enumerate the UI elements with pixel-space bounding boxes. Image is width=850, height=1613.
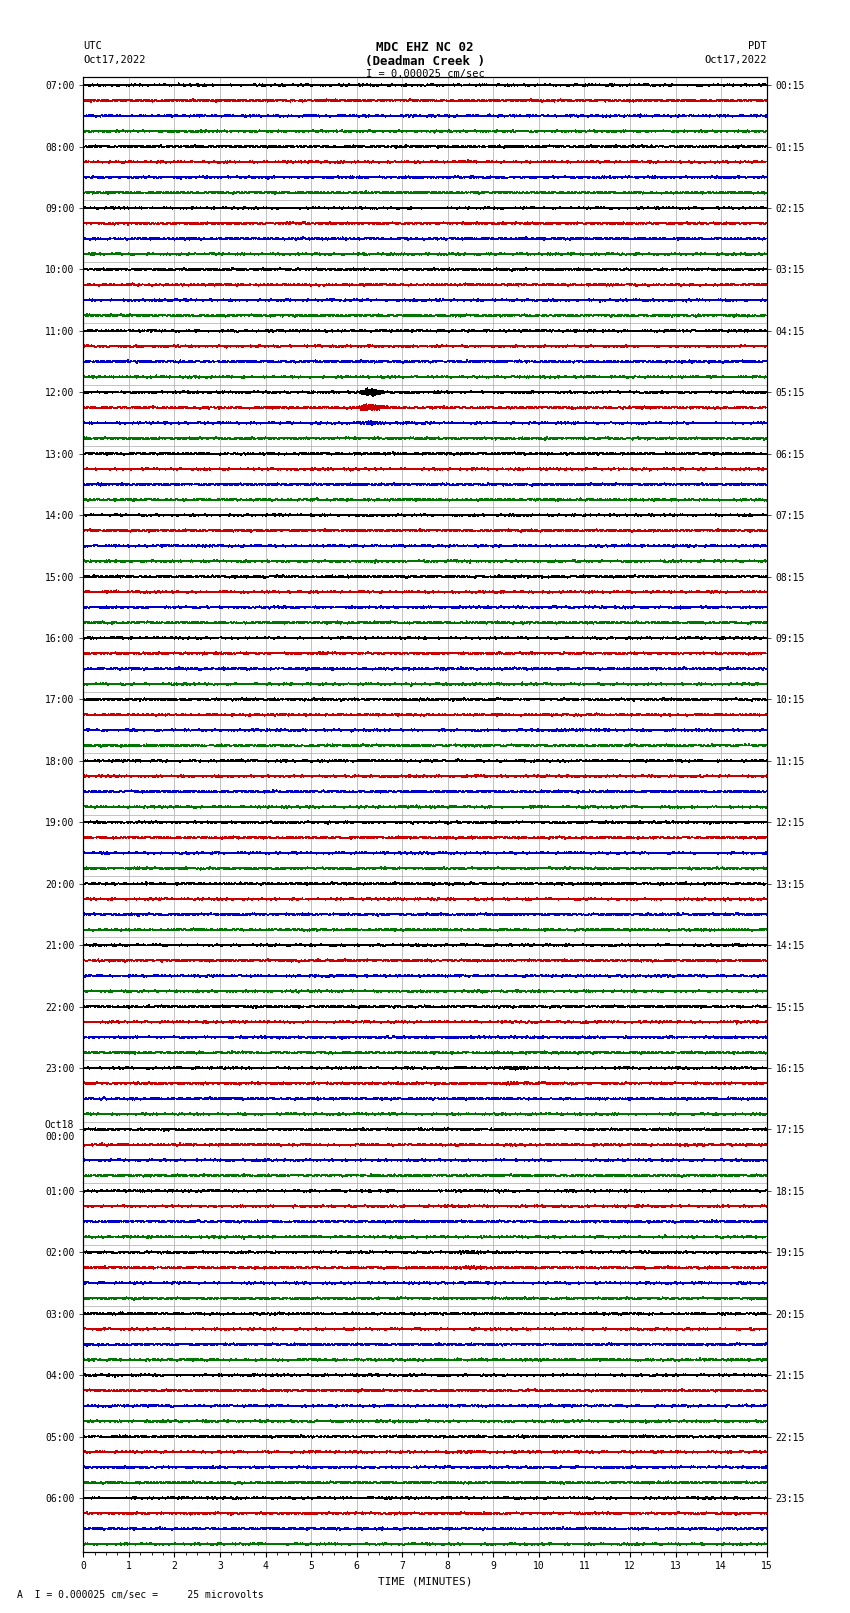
- Text: A  I = 0.000025 cm/sec =     25 microvolts: A I = 0.000025 cm/sec = 25 microvolts: [17, 1590, 264, 1600]
- Text: MDC EHZ NC 02: MDC EHZ NC 02: [377, 40, 473, 55]
- Text: PDT: PDT: [748, 40, 767, 52]
- Text: Oct17,2022: Oct17,2022: [704, 55, 767, 65]
- Text: UTC: UTC: [83, 40, 102, 52]
- Text: Oct17,2022: Oct17,2022: [83, 55, 146, 65]
- Text: I = 0.000025 cm/sec: I = 0.000025 cm/sec: [366, 69, 484, 79]
- Text: (Deadman Creek ): (Deadman Creek ): [365, 55, 485, 68]
- X-axis label: TIME (MINUTES): TIME (MINUTES): [377, 1578, 473, 1587]
